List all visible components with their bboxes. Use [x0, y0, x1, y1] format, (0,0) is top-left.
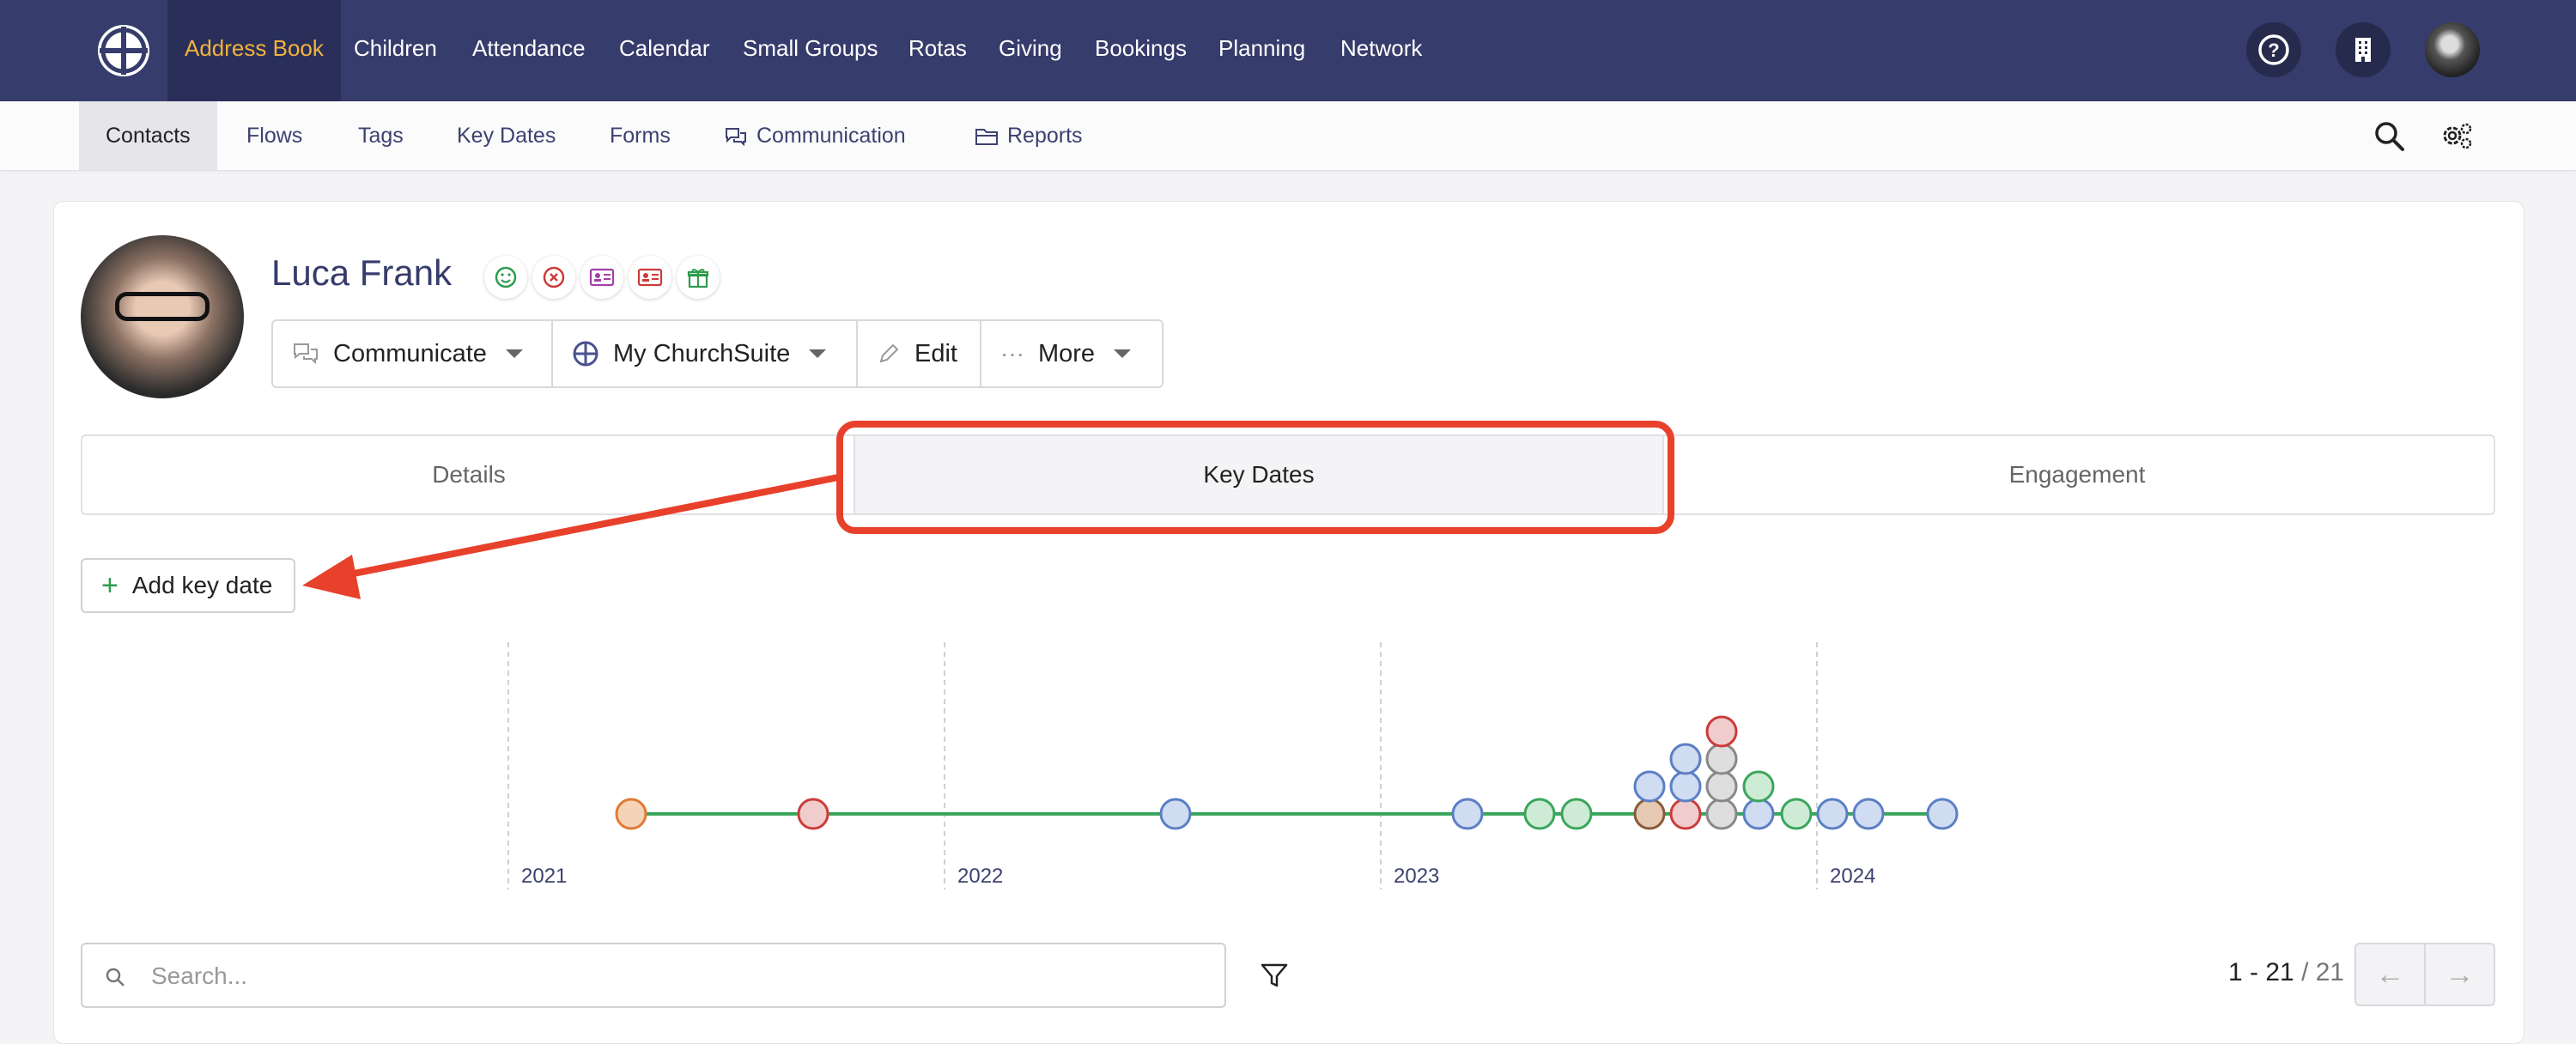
communicate-button[interactable]: Communicate	[273, 321, 553, 386]
subnav-reports[interactable]: Reports	[975, 101, 1083, 170]
nav-network[interactable]: Network	[1340, 35, 1423, 61]
key-date-point[interactable]	[1523, 798, 1556, 830]
search-input[interactable]	[149, 955, 1183, 998]
smile-icon[interactable]	[484, 256, 527, 299]
churchsuite-logo-icon[interactable]	[94, 21, 153, 80]
key-date-point[interactable]	[1742, 798, 1775, 830]
nav-children[interactable]: Children	[354, 35, 437, 61]
key-date-point[interactable]	[1852, 798, 1885, 830]
plus-icon: +	[101, 569, 118, 602]
key-date-point[interactable]	[1816, 798, 1849, 830]
nav-calendar[interactable]: Calendar	[619, 35, 710, 61]
nav-attendance[interactable]: Attendance	[472, 35, 586, 61]
edit-button[interactable]: Edit	[858, 321, 981, 386]
next-page-button[interactable]: →	[2445, 957, 2475, 991]
subnav-key-dates[interactable]: Key Dates	[457, 124, 556, 148]
key-date-point[interactable]	[1669, 770, 1702, 803]
key-date-point[interactable]	[1742, 770, 1775, 803]
contact-actions: Communicate My ChurchSuite Edit ··· More	[271, 319, 1163, 388]
key-date-point[interactable]	[1669, 798, 1702, 830]
top-navigation-bar: Address Book Children Attendance Calenda…	[0, 0, 2576, 101]
sub-navigation-bar: Contacts Flows Tags Key Dates Forms Comm…	[0, 101, 2576, 171]
contact-name: Luca Frank	[271, 252, 453, 293]
subnav-communication[interactable]: Communication	[724, 101, 906, 170]
chat-icon	[726, 128, 746, 147]
building-icon[interactable]	[2336, 22, 2391, 77]
year-label: 2021	[521, 865, 567, 888]
cross-circle-icon[interactable]	[532, 256, 575, 299]
pagination-count: 1 - 21 / 21	[2228, 958, 2345, 986]
nav-giving[interactable]: Giving	[999, 35, 1062, 61]
key-date-point[interactable]	[1633, 770, 1666, 803]
subnav-flows[interactable]: Flows	[246, 124, 303, 148]
user-avatar[interactable]	[2425, 22, 2480, 77]
ellipsis-icon: ···	[1000, 340, 1024, 367]
tab-key-dates[interactable]: Key Dates	[854, 436, 1664, 513]
pagination-buttons: ← →	[2354, 943, 2495, 1006]
help-icon[interactable]: ?	[2246, 22, 2301, 77]
key-date-point[interactable]	[1451, 798, 1484, 830]
add-key-date-button[interactable]: + Add key date	[81, 558, 295, 613]
key-date-point[interactable]	[1705, 715, 1738, 748]
pencil-icon	[877, 342, 901, 366]
subnav-contacts[interactable]: Contacts	[79, 101, 217, 170]
key-date-point[interactable]	[1705, 743, 1738, 775]
nav-address-book[interactable]: Address Book	[167, 0, 341, 101]
contact-photo	[81, 235, 244, 398]
year-label: 2024	[1830, 865, 1875, 888]
gift-icon[interactable]	[677, 256, 720, 299]
tab-engagement[interactable]: Engagement	[2008, 461, 2146, 488]
key-date-point[interactable]	[1560, 798, 1593, 830]
id-card-red-icon[interactable]	[629, 256, 671, 299]
key-date-point[interactable]	[615, 798, 647, 830]
more-button[interactable]: ··· More	[981, 321, 1162, 386]
subnav-tags[interactable]: Tags	[358, 124, 404, 148]
key-date-point[interactable]	[1705, 798, 1738, 830]
folder-icon	[975, 129, 998, 146]
search-icon[interactable]	[2372, 118, 2406, 153]
key-date-point[interactable]	[1669, 743, 1702, 775]
chat-icon	[292, 342, 319, 366]
key-date-point[interactable]	[1159, 798, 1192, 830]
key-date-point[interactable]	[1705, 770, 1738, 803]
my-churchsuite-button[interactable]: My ChurchSuite	[553, 321, 858, 386]
filter-icon[interactable]	[1257, 958, 1291, 992]
key-date-point[interactable]	[1633, 798, 1666, 830]
key-date-point[interactable]	[1926, 798, 1959, 830]
year-label: 2023	[1394, 865, 1439, 888]
search-icon	[106, 968, 125, 986]
key-dates-timeline: 2021 2022 2023 2024	[507, 642, 1959, 889]
churchsuite-icon	[572, 340, 599, 367]
prev-page-button[interactable]: ←	[2356, 944, 2426, 1005]
key-date-point[interactable]	[1780, 798, 1813, 830]
search-box	[81, 943, 1226, 1008]
nav-bookings[interactable]: Bookings	[1095, 35, 1187, 61]
nav-rotas[interactable]: Rotas	[908, 35, 967, 61]
svg-text:?: ?	[2268, 39, 2279, 61]
nav-small-groups[interactable]: Small Groups	[743, 35, 878, 61]
nav-planning[interactable]: Planning	[1218, 35, 1306, 61]
subnav-forms[interactable]: Forms	[610, 124, 671, 148]
settings-icon[interactable]	[2439, 118, 2474, 153]
id-card-icon[interactable]	[580, 256, 623, 299]
year-label: 2022	[957, 865, 1003, 888]
key-date-point[interactable]	[797, 798, 829, 830]
